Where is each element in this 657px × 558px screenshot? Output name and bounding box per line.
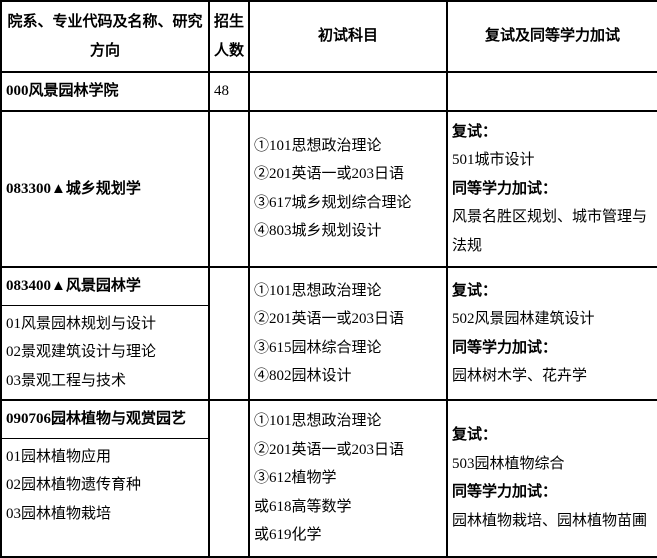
major3-name: 090706园林植物与观赏园艺	[2, 401, 208, 439]
equiv-title: 同等学力加试：	[452, 175, 653, 204]
major2-count	[210, 268, 250, 401]
dept-name: 000风景园林学院	[2, 73, 210, 112]
equiv-title: 同等学力加试：	[452, 478, 653, 507]
table-header-row: 院系、专业代码及名称、研究方向 招生人数 初试科目 复试及同等学力加试	[2, 2, 657, 73]
retest-value: 502风景园林建筑设计	[452, 305, 653, 334]
exam-line: 或618高等数学	[254, 493, 442, 522]
col-header-major: 院系、专业代码及名称、研究方向	[2, 2, 210, 73]
equiv-title: 同等学力加试：	[452, 334, 653, 363]
major2-name: 083400▲风景园林学	[2, 268, 208, 306]
major2-retest: 复试： 502风景园林建筑设计 同等学力加试： 园林树木学、花卉学	[448, 268, 657, 401]
major-row-3: 090706园林植物与观赏园艺 01园林植物应用 02园林植物遗传育种 03园林…	[2, 401, 657, 558]
major3-count	[210, 401, 250, 558]
major1-retest: 复试： 501城市设计 同等学力加试： 风景名胜区规划、城市管理与法规	[448, 112, 657, 269]
dept-count: 48	[210, 73, 250, 112]
major3-retest: 复试： 503园林植物综合 同等学力加试： 园林植物栽培、园林植物苗圃	[448, 401, 657, 558]
dept-row: 000风景园林学院 48	[2, 73, 657, 112]
equiv-value: 园林树木学、花卉学	[452, 362, 653, 391]
exam-line: ①101思想政治理论	[254, 277, 442, 306]
exam-line: ④803城乡规划设计	[254, 217, 442, 246]
major1-name: 083300▲城乡规划学	[2, 112, 210, 269]
exam-line: ②201英语一或203日语	[254, 436, 442, 465]
exam-line: ③612植物学	[254, 464, 442, 493]
col-header-count: 招生人数	[210, 2, 250, 73]
retest-value: 501城市设计	[452, 146, 653, 175]
direction-line: 02景观建筑设计与理论	[6, 338, 204, 367]
major2-left: 083400▲风景园林学 01风景园林规划与设计 02景观建筑设计与理论 03景…	[2, 268, 210, 401]
exam-line: ③617城乡规划综合理论	[254, 189, 442, 218]
exam-line: 或619化学	[254, 521, 442, 550]
major1-prelim: ①101思想政治理论 ②201英语一或203日语 ③617城乡规划综合理论 ④8…	[250, 112, 448, 269]
retest-title: 复试：	[452, 277, 653, 306]
dept-retest-empty	[448, 73, 657, 112]
equiv-value: 风景名胜区规划、城市管理与法规	[452, 203, 653, 260]
direction-line: 01园林植物应用	[6, 443, 204, 472]
direction-line: 02园林植物遗传育种	[6, 471, 204, 500]
major-row-1: 083300▲城乡规划学 ①101思想政治理论 ②201英语一或203日语 ③6…	[2, 112, 657, 269]
exam-line: ②201英语一或203日语	[254, 160, 442, 189]
major1-count	[210, 112, 250, 269]
direction-line: 01风景园林规划与设计	[6, 310, 204, 339]
major-row-2: 083400▲风景园林学 01风景园林规划与设计 02景观建筑设计与理论 03景…	[2, 268, 657, 401]
retest-title: 复试：	[452, 118, 653, 147]
exam-line: ④802园林设计	[254, 362, 442, 391]
admissions-table: 院系、专业代码及名称、研究方向 招生人数 初试科目 复试及同等学力加试 000风…	[0, 0, 657, 558]
direction-line: 03园林植物栽培	[6, 500, 204, 529]
equiv-value: 园林植物栽培、园林植物苗圃	[452, 507, 653, 536]
retest-title: 复试：	[452, 421, 653, 450]
dept-prelim-empty	[250, 73, 448, 112]
exam-line: ②201英语一或203日语	[254, 305, 442, 334]
col-header-retest: 复试及同等学力加试	[448, 2, 657, 73]
retest-value: 503园林植物综合	[452, 450, 653, 479]
major3-left: 090706园林植物与观赏园艺 01园林植物应用 02园林植物遗传育种 03园林…	[2, 401, 210, 558]
major3-prelim: ①101思想政治理论 ②201英语一或203日语 ③612植物学 或618高等数…	[250, 401, 448, 558]
exam-line: ①101思想政治理论	[254, 407, 442, 436]
direction-line: 03景观工程与技术	[6, 367, 204, 396]
exam-line: ①101思想政治理论	[254, 132, 442, 161]
col-header-prelim: 初试科目	[250, 2, 448, 73]
major2-prelim: ①101思想政治理论 ②201英语一或203日语 ③615园林综合理论 ④802…	[250, 268, 448, 401]
exam-line: ③615园林综合理论	[254, 334, 442, 363]
